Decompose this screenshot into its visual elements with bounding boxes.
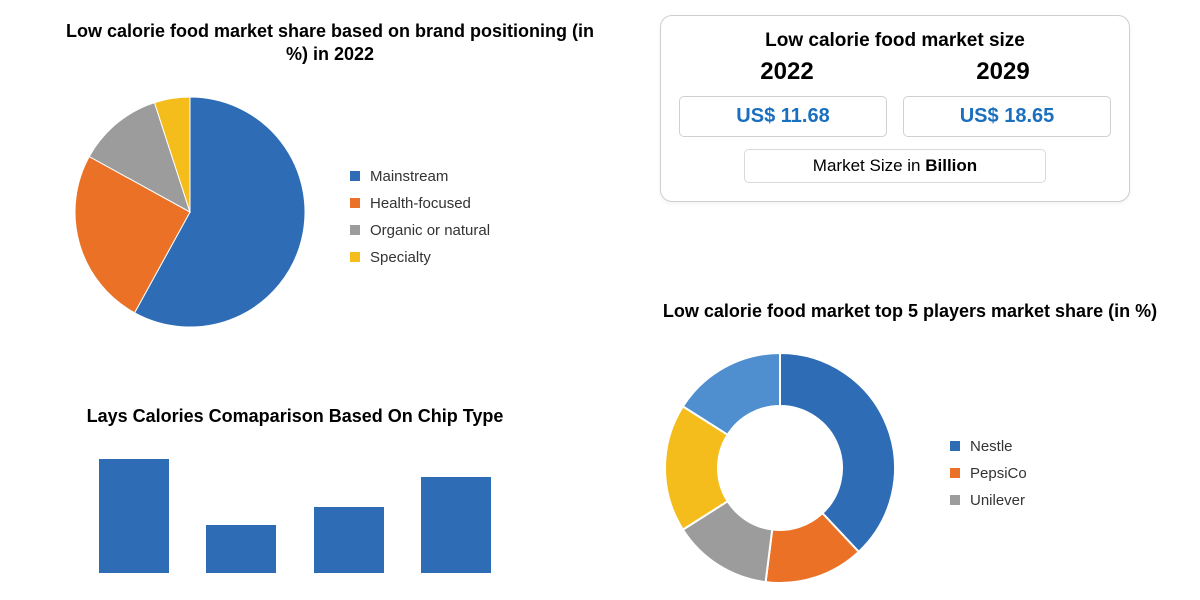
donut-slice bbox=[780, 353, 895, 552]
bar bbox=[99, 459, 169, 573]
year-b: 2029 bbox=[976, 58, 1029, 86]
legend-swatch bbox=[350, 171, 360, 181]
legend-item: Unilever bbox=[950, 492, 1027, 509]
legend-swatch bbox=[950, 441, 960, 451]
year-a: 2022 bbox=[760, 58, 813, 86]
card-values-row: US$ 11.68 US$ 18.65 bbox=[679, 96, 1111, 137]
legend-item: PepsiCo bbox=[950, 465, 1027, 482]
legend-swatch bbox=[350, 225, 360, 235]
unit-prefix: Market Size in bbox=[813, 156, 925, 175]
legend-label: Unilever bbox=[970, 492, 1025, 509]
donut-chart-title: Low calorie food market top 5 players ma… bbox=[640, 300, 1180, 323]
brand-positioning-pie-section: Low calorie food market share based on b… bbox=[60, 20, 600, 342]
pie-chart bbox=[60, 92, 320, 342]
bar bbox=[314, 507, 384, 573]
legend-label: Nestle bbox=[970, 438, 1013, 455]
market-size-card: Low calorie food market size 2022 2029 U… bbox=[660, 15, 1130, 202]
bar bbox=[421, 477, 491, 573]
legend-item: Health-focused bbox=[350, 195, 490, 212]
value-box-2029: US$ 18.65 bbox=[903, 96, 1111, 137]
card-years-row: 2022 2029 bbox=[679, 58, 1111, 86]
legend-item: Specialty bbox=[350, 249, 490, 266]
bar bbox=[206, 525, 276, 573]
pie-chart-title: Low calorie food market share based on b… bbox=[60, 20, 600, 67]
donut-chart-body: Nestle PepsiCo Unilever bbox=[640, 348, 1180, 598]
card-unit-row: Market Size in Billion bbox=[744, 149, 1046, 183]
legend-item: Mainstream bbox=[350, 168, 490, 185]
unit-bold: Billion bbox=[925, 156, 977, 175]
bar-chart-title: Lays Calories Comaparison Based On Chip … bbox=[60, 405, 530, 428]
pie-legend: Mainstream Health-focused Organic or natur… bbox=[350, 158, 490, 276]
donut-legend: Nestle PepsiCo Unilever bbox=[950, 428, 1027, 519]
card-title: Low calorie food market size bbox=[679, 30, 1111, 52]
legend-label: Mainstream bbox=[370, 168, 448, 185]
legend-item: Organic or natural bbox=[350, 222, 490, 239]
calories-bar-section: Lays Calories Comaparison Based On Chip … bbox=[60, 405, 530, 573]
legend-label: PepsiCo bbox=[970, 465, 1027, 482]
legend-label: Organic or natural bbox=[370, 222, 490, 239]
legend-swatch bbox=[950, 495, 960, 505]
legend-swatch bbox=[350, 252, 360, 262]
legend-item: Nestle bbox=[950, 438, 1027, 455]
legend-label: Specialty bbox=[370, 249, 431, 266]
legend-label: Health-focused bbox=[370, 195, 471, 212]
legend-swatch bbox=[350, 198, 360, 208]
pie-chart-body: Mainstream Health-focused Organic or natur… bbox=[60, 92, 600, 342]
bar-chart bbox=[60, 453, 530, 573]
donut-chart bbox=[640, 348, 920, 598]
top-players-donut-section: Low calorie food market top 5 players ma… bbox=[640, 300, 1180, 598]
legend-swatch bbox=[950, 468, 960, 478]
value-box-2022: US$ 11.68 bbox=[679, 96, 887, 137]
